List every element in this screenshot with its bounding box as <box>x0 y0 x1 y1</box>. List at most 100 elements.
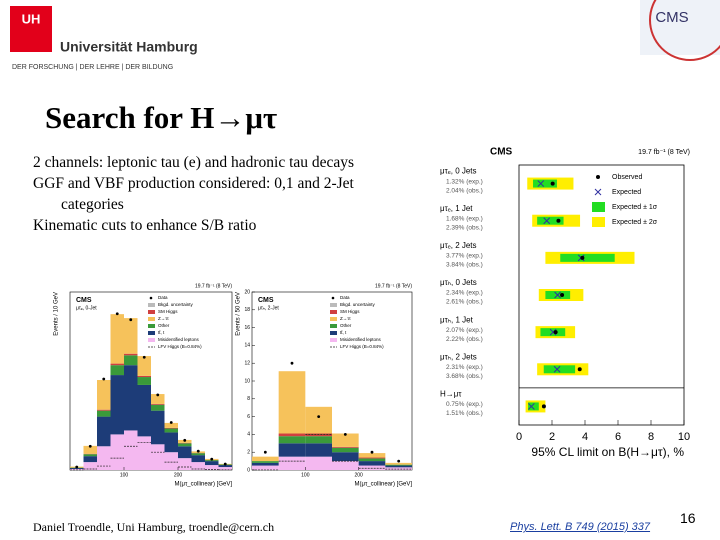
hist-segment <box>252 465 279 470</box>
category-label: H→μτ <box>440 390 462 399</box>
expected-marker <box>554 291 561 299</box>
hist-segment <box>164 452 178 470</box>
observed-marker <box>550 181 555 186</box>
hist-segment <box>332 461 359 470</box>
value-label: 1.68% (exp.) <box>446 215 483 222</box>
legend-label: Other <box>340 323 352 328</box>
y-axis-label: Events / 50 GeV <box>236 292 242 336</box>
hist-segment <box>110 314 124 364</box>
legend-label: Other <box>158 323 170 328</box>
legend-swatch <box>148 317 155 321</box>
legend-label: SM Higgs <box>158 309 178 314</box>
data-point <box>115 312 119 316</box>
hist-segment <box>137 356 151 376</box>
hist-segment <box>332 447 359 453</box>
observed-marker <box>580 255 585 260</box>
data-point <box>290 361 294 365</box>
hist-segment <box>358 457 386 459</box>
hist-segment <box>205 465 219 470</box>
hist-segment <box>97 409 111 411</box>
hist-segment <box>137 377 151 385</box>
hist-segment <box>164 432 178 453</box>
plot-title: CMS <box>490 147 513 158</box>
x-tick-label: 4 <box>582 431 588 443</box>
observed-marker <box>577 367 582 372</box>
reference-link[interactable]: Phys. Lett. B 749 (2015) 337 <box>510 521 651 533</box>
hist-segment <box>385 462 412 465</box>
hist-segment <box>97 380 111 410</box>
legend-label: LFV Higgs (B=0.84%) <box>158 344 202 349</box>
hist-segment <box>278 433 306 437</box>
value-label: 3.68% (obs.) <box>446 373 483 380</box>
cms-logo-ring <box>649 0 720 61</box>
x-axis-label: M(μτ_collinear) [GeV] <box>174 482 232 488</box>
legend-label: Data <box>340 295 350 300</box>
hist-segment <box>110 375 124 435</box>
y-tick-label: 16 <box>244 325 250 331</box>
uh-logo <box>10 6 52 52</box>
university-name: Universität Hamburg <box>60 39 198 55</box>
y-tick-label: 0 <box>247 467 250 473</box>
hist-segment <box>124 353 138 356</box>
value-label: 2.34% (exp.) <box>446 290 483 297</box>
hist-segment <box>252 461 279 463</box>
limit-band <box>560 253 615 262</box>
data-point <box>142 355 146 359</box>
hist-segment <box>278 443 306 457</box>
plot-title: CMS <box>76 297 92 304</box>
legend-label: Expected <box>612 189 641 196</box>
hist-segment <box>164 428 178 433</box>
legend-label: Expected ± 2σ <box>612 219 658 226</box>
cms-logo <box>640 0 720 55</box>
hist-segment <box>110 434 124 470</box>
category-label: μτₑ, 2 Jets <box>440 241 477 250</box>
limit-band <box>537 216 564 225</box>
data-point <box>223 462 227 466</box>
hist-segment <box>137 375 151 378</box>
hist-segment <box>124 355 138 366</box>
legend-label: Misidentified leptons <box>340 337 382 342</box>
expected-marker <box>553 365 561 373</box>
expected-marker <box>549 328 557 336</box>
hist-segment <box>332 446 359 448</box>
slide-title: Search for H→μτ <box>45 100 278 135</box>
hist-segment <box>252 462 279 466</box>
hist-segment <box>305 436 332 444</box>
hist-segment <box>151 444 165 470</box>
y-tick-label: 6 <box>247 414 250 420</box>
legend-swatch <box>592 202 605 212</box>
hist-segment <box>151 394 165 404</box>
y-tick-label: 14 <box>244 343 250 349</box>
hist-segment <box>218 465 232 468</box>
hist-segment <box>151 404 165 411</box>
hist-segment <box>305 433 332 437</box>
data-point <box>397 459 401 463</box>
hist-segment <box>97 416 111 447</box>
data-point <box>156 393 160 397</box>
value-label: 2.22% (obs.) <box>446 336 483 343</box>
hist-segment <box>191 455 205 463</box>
value-label: 3.77% (exp.) <box>446 253 483 260</box>
data-point <box>343 433 347 436</box>
x-tick-label: 8 <box>648 431 654 443</box>
plot-frame <box>518 164 685 426</box>
data-point <box>169 421 173 424</box>
bullet: Kinematic cuts to enhance S/B ratio <box>33 217 257 234</box>
hist-segment <box>278 371 306 434</box>
hist-segment <box>164 422 178 428</box>
plot-subtitle: 19.7 fb⁻¹ (8 TeV) <box>375 283 412 289</box>
cms-logo-text: CMS <box>655 9 688 26</box>
observed-marker <box>541 404 546 409</box>
legend-swatch <box>330 317 337 321</box>
value-label: 2.39% (obs.) <box>446 224 483 231</box>
legend-swatch <box>330 310 337 314</box>
channel-label: μτₑ, 0-Jet <box>76 305 97 311</box>
footer-author: Daniel Troendle, Uni Hamburg, troendle@c… <box>33 520 275 534</box>
value-label: 3.84% (obs.) <box>446 262 483 269</box>
category-label: μτₑ, 1 Jet <box>440 204 473 213</box>
data-point <box>210 457 214 461</box>
limit-band <box>533 179 557 188</box>
hist-segment <box>151 403 165 405</box>
hist-segment <box>218 467 232 470</box>
hist-segment <box>358 458 386 462</box>
